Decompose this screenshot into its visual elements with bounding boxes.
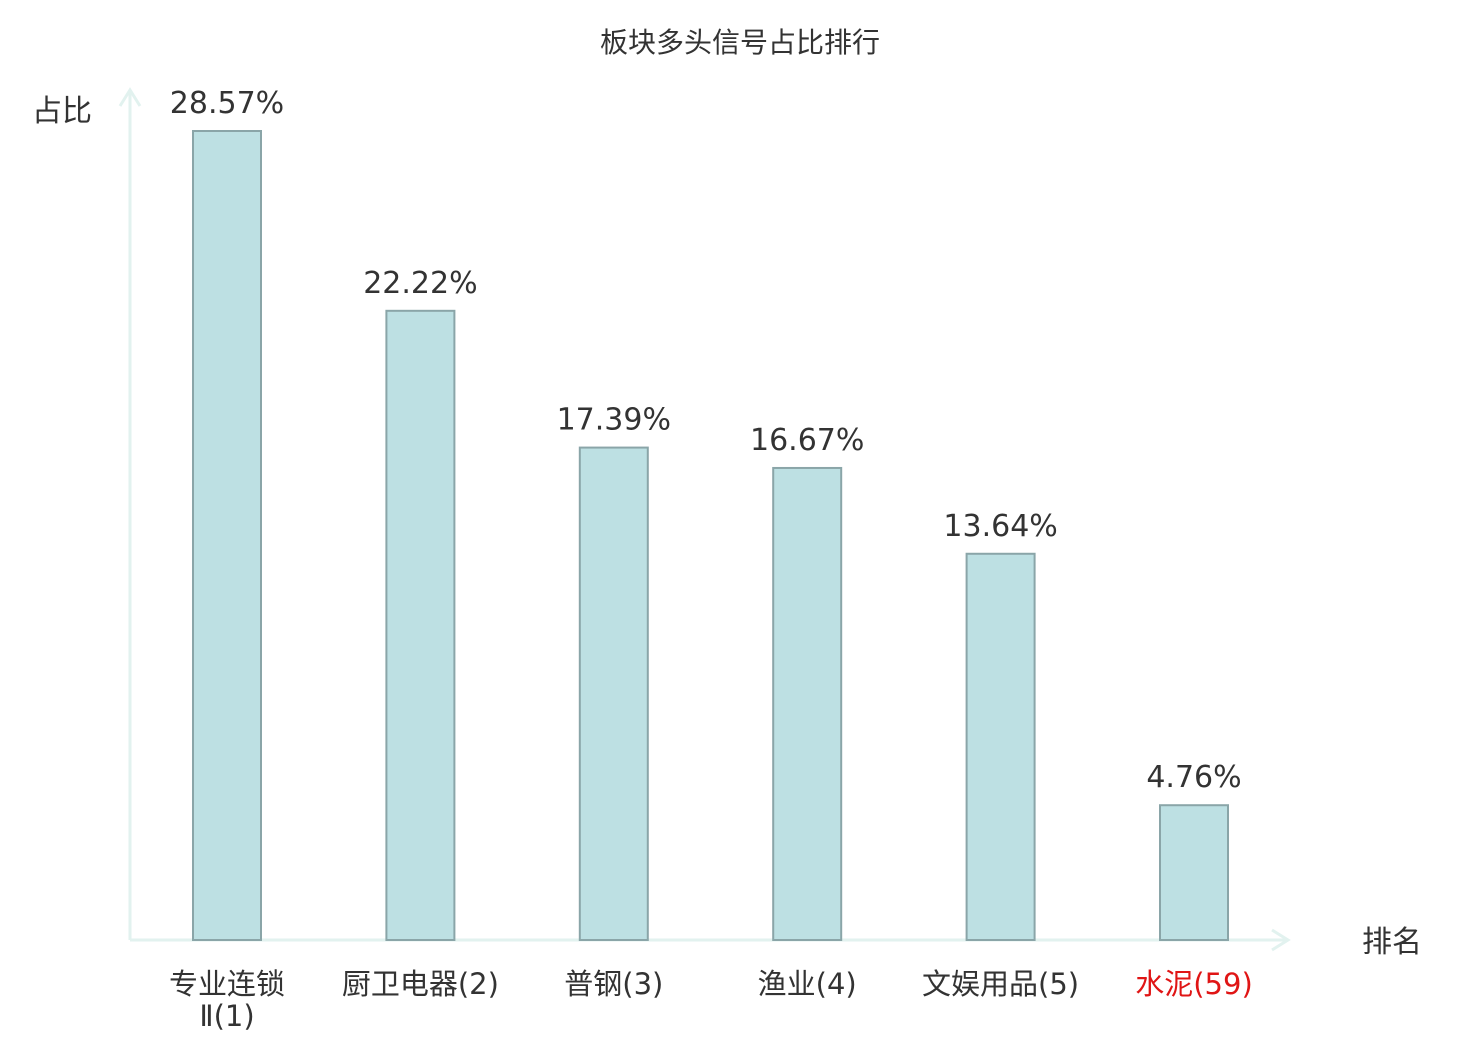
category-name: 普钢 (564, 967, 622, 1001)
axes (118, 87, 1291, 952)
category-name: 渔业 (758, 967, 816, 1001)
category-label: 文娱用品(5) (922, 967, 1079, 1001)
category-rank: (5) (1038, 967, 1079, 1001)
value-label: 13.64% (943, 509, 1057, 544)
category-rank: (2) (458, 967, 499, 1001)
category-label: 专业连锁 (169, 967, 285, 1001)
bar (1159, 804, 1229, 941)
category-name: 水泥 (1135, 967, 1193, 1001)
category-label: 普钢(3) (564, 967, 663, 1001)
category-label: 水泥(59) (1135, 967, 1253, 1001)
category-rank: (4) (816, 967, 857, 1001)
bar (385, 309, 456, 941)
value-label: 22.22% (363, 266, 477, 301)
category-name: 文娱用品 (922, 967, 1038, 1001)
bar (965, 552, 1036, 941)
category-label: Ⅱ(1) (199, 999, 254, 1033)
category-label: 厨卫电器(2) (342, 967, 499, 1001)
bars-group (192, 130, 1229, 941)
value-label: 4.76% (1146, 760, 1241, 795)
category-label: 渔业(4) (758, 967, 857, 1001)
value-label: 17.39% (557, 403, 671, 438)
category-rank: (59) (1193, 967, 1253, 1001)
bar (192, 130, 262, 941)
bar (772, 466, 843, 941)
x-axis-arrow (1271, 928, 1291, 952)
y-axis-label: 占比 (32, 94, 92, 129)
y-axis-arrow (118, 87, 142, 107)
category-name: 厨卫电器 (342, 967, 458, 1001)
x-axis-label: 排名 (1362, 925, 1422, 960)
category-rank: (3) (622, 967, 663, 1001)
value-labels-group: 28.57% 22.22% 17.39% 16.67% 13.64% 4.76% (170, 86, 1242, 795)
value-label: 28.57% (170, 86, 284, 121)
chart-title: 板块多头信号占比排行 (600, 26, 880, 59)
value-label: 16.67% (750, 423, 864, 458)
bar (578, 446, 649, 941)
